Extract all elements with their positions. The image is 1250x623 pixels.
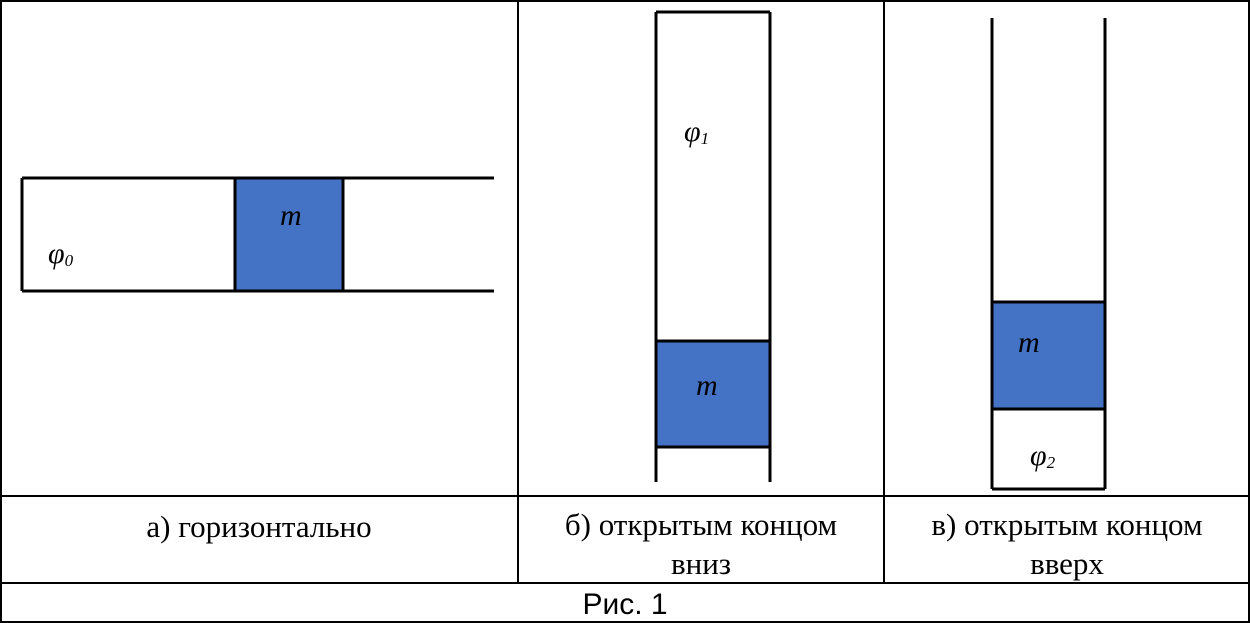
caption-a: а) горизонтально [146,509,372,544]
mercury-column-a [233,176,345,293]
mercury-column-c [990,300,1107,411]
panel-a-horizontal-tube: m φ0 [20,176,494,293]
mass-label-c: m [1018,326,1040,359]
mass-label-b: m [696,369,718,402]
caption-c-line2: вверх [1030,546,1104,581]
mass-label-a: m [280,199,302,232]
mercury-column-b [654,339,772,449]
panel-b-tube-open-down: m φ1 [654,10,772,482]
phi-label-b: φ1 [684,115,709,148]
phi-label-c: φ2 [1030,439,1056,472]
figure-caption: Рис. 1 [582,588,668,621]
phi-label-a: φ0 [48,237,74,270]
caption-b-line2: вниз [670,546,732,581]
caption-b: б) открытым концом вниз [518,505,884,583]
panel-c-tube-open-up: m φ2 [990,18,1107,491]
caption-c-line1: в) открытым концом [931,507,1203,542]
caption-c: в) открытым концом вверх [884,505,1250,583]
caption-b-line1: б) открытым концом [564,507,838,542]
